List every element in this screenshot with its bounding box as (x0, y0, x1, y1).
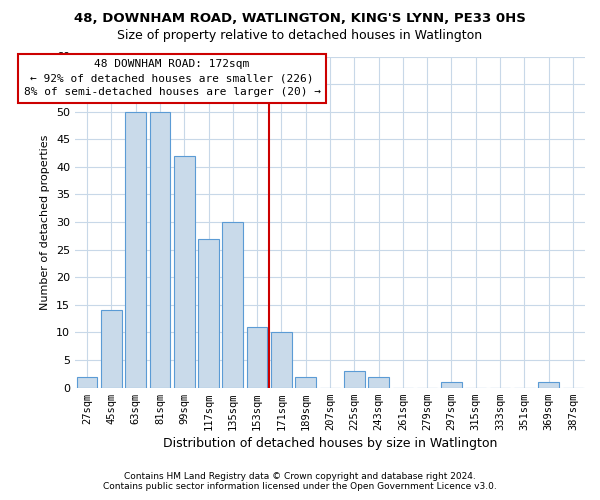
Bar (223, 222, 243, 388)
Bar (247, 327, 268, 388)
Text: Size of property relative to detached houses in Watlington: Size of property relative to detached ho… (118, 28, 482, 42)
Bar (125, 112, 146, 388)
Bar (295, 376, 316, 388)
Bar (344, 371, 365, 388)
Text: Contains public sector information licensed under the Open Government Licence v3: Contains public sector information licen… (103, 482, 497, 491)
Bar (271, 332, 292, 388)
Text: 48 DOWNHAM ROAD: 172sqm
← 92% of detached houses are smaller (226)
8% of semi-de: 48 DOWNHAM ROAD: 172sqm ← 92% of detache… (23, 60, 320, 98)
Bar (198, 238, 219, 388)
Bar (441, 382, 462, 388)
Bar (77, 376, 97, 388)
Text: Contains HM Land Registry data © Crown copyright and database right 2024.: Contains HM Land Registry data © Crown c… (124, 472, 476, 481)
Text: 48, DOWNHAM ROAD, WATLINGTON, KING'S LYNN, PE33 0HS: 48, DOWNHAM ROAD, WATLINGTON, KING'S LYN… (74, 12, 526, 24)
X-axis label: Distribution of detached houses by size in Watlington: Distribution of detached houses by size … (163, 437, 497, 450)
Bar (538, 382, 559, 388)
Bar (174, 156, 194, 388)
Y-axis label: Number of detached properties: Number of detached properties (40, 134, 50, 310)
Bar (149, 112, 170, 388)
Bar (101, 310, 122, 388)
Bar (368, 376, 389, 388)
